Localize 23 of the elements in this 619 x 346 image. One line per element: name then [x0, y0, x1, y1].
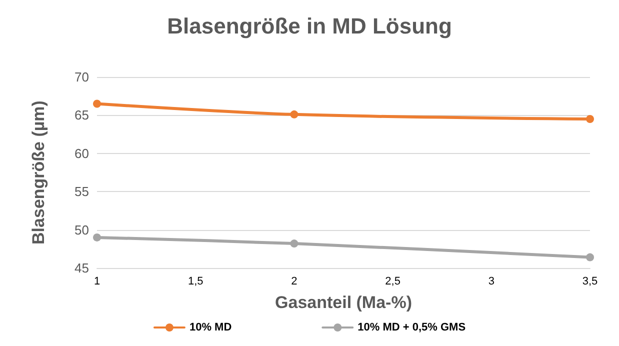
y-axis-title: Blasengröße (µm) [29, 100, 48, 244]
chart-title: Blasengröße in MD Lösung [167, 14, 452, 38]
point [93, 233, 101, 242]
y-tick-label: 45 [74, 260, 89, 276]
y-tick-label: 55 [74, 184, 89, 200]
legend-label: 10% MD + 0,5% GMS [358, 322, 466, 334]
y-tick-label: 50 [74, 222, 89, 238]
x-tick-label: 2,5 [385, 276, 400, 288]
y-tick-label: 65 [74, 108, 89, 123]
y-tick-label: 70 [74, 70, 89, 84]
x-tick-label: 1,5 [188, 276, 204, 288]
point [586, 253, 594, 262]
point [586, 115, 594, 124]
point [93, 100, 101, 108]
x-tick-label: 3,5 [582, 276, 598, 288]
x-tick-label: 1 [94, 276, 100, 288]
y-tick-label: 60 [74, 146, 89, 161]
x-tick-label: 2 [291, 276, 298, 288]
legend-label: 10% MD [189, 322, 232, 334]
x-tick-label: 3 [488, 276, 494, 288]
x-axis-title: Gasanteil (Ma-%) [275, 293, 412, 312]
point [290, 110, 298, 118]
point [290, 240, 298, 248]
